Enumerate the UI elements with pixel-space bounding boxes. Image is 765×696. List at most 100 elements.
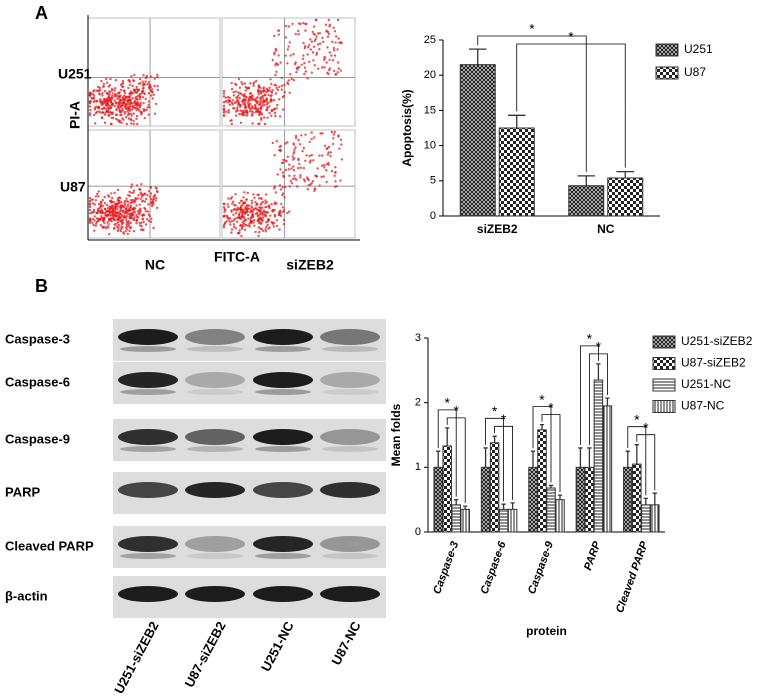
- flow-event: [107, 114, 110, 117]
- flow-event: [105, 104, 109, 107]
- significance-bracket: [494, 425, 513, 500]
- bar: [528, 466, 538, 533]
- flow-event: [141, 80, 144, 83]
- blot-band: [320, 429, 380, 445]
- flow-event: [292, 169, 296, 172]
- flow-event: [234, 114, 238, 117]
- flow-event: [112, 116, 115, 120]
- flow-event: [242, 196, 245, 199]
- flow-event: [229, 119, 232, 122]
- flow-event: [247, 204, 251, 207]
- flow-event: [243, 191, 246, 194]
- blot-band: [185, 586, 245, 602]
- flow-event: [124, 207, 128, 210]
- flow-event: [138, 221, 141, 225]
- flow-event: [280, 202, 283, 206]
- flow-event: [272, 225, 276, 228]
- flow-event: [115, 117, 118, 121]
- flow-event: [327, 72, 330, 76]
- flow-event: [228, 217, 232, 220]
- flow-event: [282, 175, 286, 179]
- flow-event: [140, 200, 144, 203]
- flow-event: [224, 221, 227, 224]
- flow-event: [121, 96, 125, 99]
- flow-event: [88, 93, 92, 96]
- flow-event: [235, 208, 238, 211]
- flow-event: [277, 29, 280, 32]
- flow-event: [103, 195, 106, 199]
- flow-event: [309, 183, 312, 186]
- flow-event: [282, 218, 286, 222]
- significance-bracket: [532, 406, 552, 483]
- flow-event: [150, 90, 154, 94]
- flow-event: [258, 210, 262, 213]
- flow-event: [277, 213, 280, 217]
- flow-event: [132, 230, 136, 233]
- flow-event: [313, 189, 316, 192]
- flow-event: [108, 207, 112, 211]
- flow-event: [137, 88, 140, 92]
- flow-event: [100, 203, 103, 206]
- flow-event: [90, 96, 93, 100]
- axis-label: FITC-A: [214, 249, 260, 265]
- flow-event: [120, 201, 123, 204]
- flow-event: [273, 107, 276, 111]
- flow-event: [123, 215, 126, 218]
- flow-event: [140, 192, 143, 196]
- flow-event: [126, 205, 129, 208]
- flow-event: [129, 206, 132, 209]
- flow-event: [139, 101, 142, 104]
- flow-event: [228, 220, 231, 223]
- flow-event: [240, 81, 243, 84]
- flow-event: [248, 222, 251, 225]
- flow-event: [335, 185, 338, 188]
- flow-event: [114, 78, 118, 82]
- flow-event: [230, 122, 233, 126]
- flow-event: [126, 232, 129, 236]
- flow-event: [238, 208, 242, 211]
- bar: [546, 487, 556, 533]
- flow-event: [222, 108, 226, 111]
- flow-event: [310, 153, 313, 157]
- flow-event: [98, 86, 102, 90]
- flow-event: [229, 197, 233, 200]
- flow-event: [136, 184, 139, 187]
- flow-event: [109, 90, 112, 94]
- flow-event: [314, 174, 317, 177]
- flow-event: [102, 85, 106, 88]
- flow-event: [231, 202, 234, 205]
- flow-event: [111, 112, 114, 116]
- flow-event: [302, 21, 305, 25]
- flow-event: [281, 206, 284, 209]
- flow-event: [117, 223, 121, 227]
- flow-event: [133, 211, 137, 214]
- error-bar: [530, 450, 536, 468]
- flow-event: [92, 223, 95, 227]
- flow-event: [234, 211, 238, 215]
- flow-event: [132, 122, 135, 126]
- flow-event: [137, 82, 141, 85]
- flow-event: [257, 93, 260, 96]
- flow-event: [107, 219, 111, 222]
- flow-event: [93, 215, 97, 218]
- flow-event: [306, 188, 309, 191]
- flow-event: [113, 89, 116, 92]
- flow-event: [136, 97, 139, 101]
- flow-event: [269, 214, 272, 217]
- flow-event: [123, 105, 126, 108]
- flow-event: [250, 205, 253, 208]
- flow-event: [115, 108, 118, 111]
- flow-event: [97, 89, 100, 92]
- significance-star: *: [501, 411, 507, 427]
- flow-event: [260, 222, 263, 225]
- flow-event: [247, 104, 251, 108]
- flow-event: [116, 97, 119, 101]
- flow-event: [238, 86, 241, 90]
- flow-event: [327, 145, 331, 149]
- flow-event: [274, 73, 277, 77]
- flow-event: [332, 49, 336, 52]
- flow-event: [128, 212, 132, 215]
- flow-event: [234, 90, 237, 93]
- flow-event: [316, 32, 320, 35]
- flow-event: [119, 212, 122, 216]
